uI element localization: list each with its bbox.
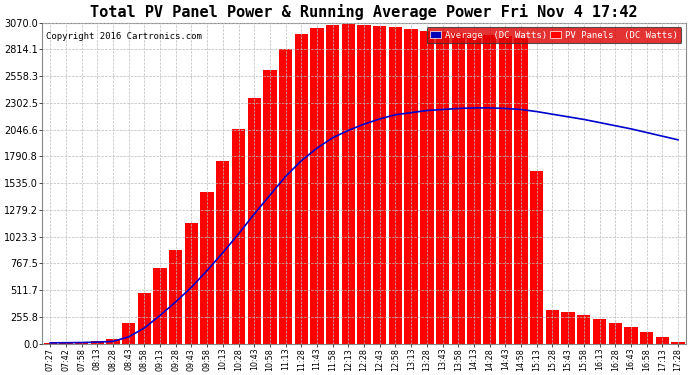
Bar (216, 161, 230, 344)
Bar (310, 28, 324, 344)
Bar (232, 129, 245, 344)
Bar (562, 312, 575, 344)
Bar (295, 34, 308, 344)
Bar (169, 250, 182, 344)
Bar (530, 171, 544, 344)
Bar (483, 35, 496, 344)
Bar (342, 24, 355, 344)
Legend: Average  (DC Watts), PV Panels  (DC Watts): Average (DC Watts), PV Panels (DC Watts) (426, 27, 681, 44)
Bar (153, 268, 167, 344)
Bar (420, 31, 433, 344)
Bar (593, 319, 607, 344)
Bar (609, 323, 622, 344)
Bar (388, 27, 402, 344)
Bar (279, 49, 293, 344)
Bar (436, 32, 449, 344)
Bar (357, 25, 371, 344)
Bar (640, 332, 653, 344)
Bar (201, 192, 214, 344)
Bar (451, 33, 465, 344)
Bar (514, 38, 528, 344)
Bar (373, 26, 386, 344)
Bar (185, 224, 198, 344)
Bar (546, 310, 559, 344)
Bar (467, 34, 481, 344)
Bar (106, 339, 119, 344)
Bar (656, 338, 669, 344)
Text: Copyright 2016 Cartronics.com: Copyright 2016 Cartronics.com (46, 32, 201, 41)
Bar (122, 323, 135, 344)
Bar (624, 327, 638, 344)
Bar (499, 36, 512, 344)
Bar (59, 343, 72, 344)
Bar (90, 341, 104, 344)
Title: Total PV Panel Power & Running Average Power Fri Nov 4 17:42: Total PV Panel Power & Running Average P… (90, 4, 638, 20)
Bar (138, 294, 151, 344)
Bar (404, 29, 418, 344)
Bar (671, 342, 684, 344)
Bar (43, 343, 57, 344)
Bar (75, 342, 88, 344)
Bar (248, 98, 261, 344)
Bar (326, 25, 339, 344)
Bar (264, 70, 277, 344)
Bar (577, 315, 591, 344)
